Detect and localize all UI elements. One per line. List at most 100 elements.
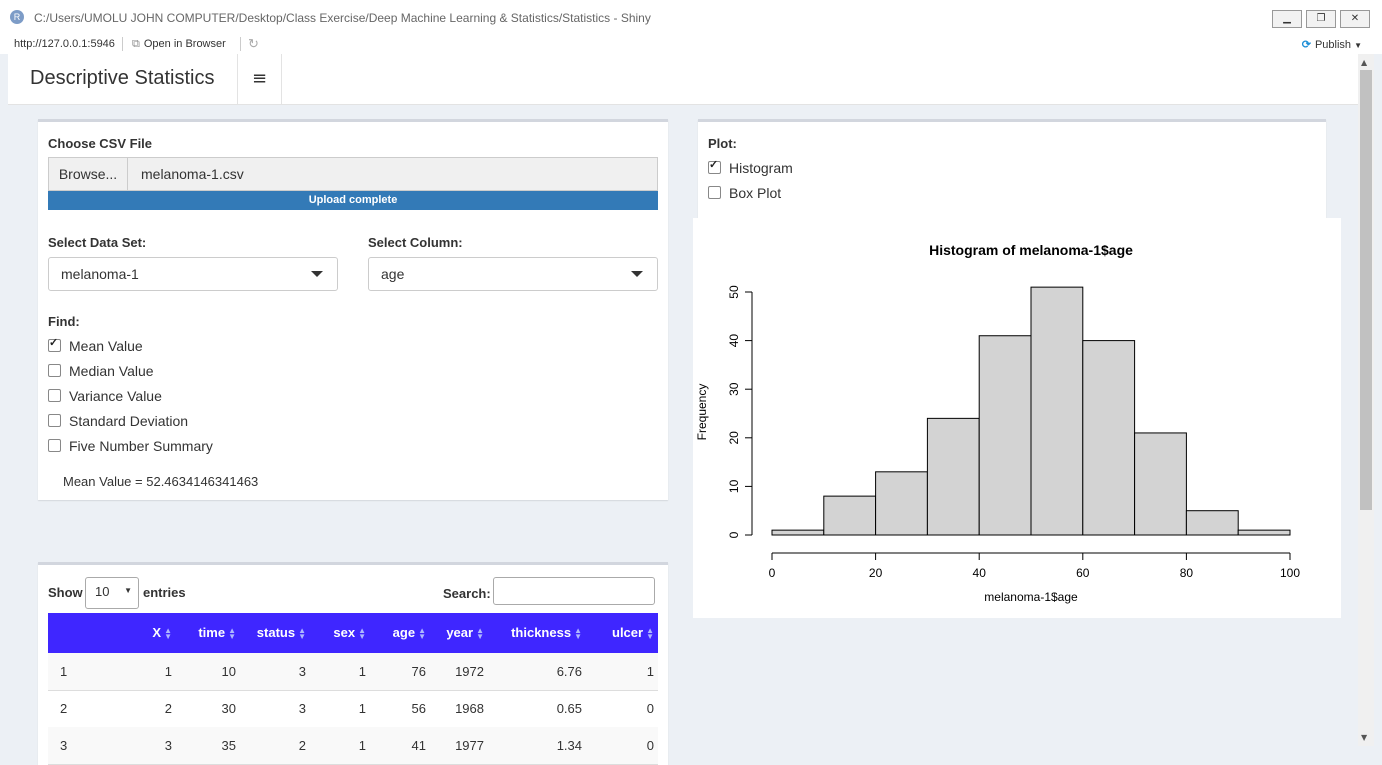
column-header-ulcer[interactable]: ulcer ▲ ▼ xyxy=(612,613,654,655)
page-scrollbar[interactable]: ▲ ▼ xyxy=(1358,54,1374,746)
checkbox-mean-value[interactable]: Mean Value xyxy=(48,336,143,358)
checkbox-label: Median Value xyxy=(69,363,154,379)
histogram-svg: Histogram of melanoma-1$age 0 20 40 60 80 100 0… xyxy=(695,242,1300,604)
scroll-down-icon[interactable]: ▼ xyxy=(1361,733,1368,742)
checkbox-unchecked-icon[interactable] xyxy=(48,389,61,402)
column-select[interactable]: age xyxy=(368,257,658,291)
search-input[interactable] xyxy=(493,577,655,605)
entries-select[interactable]: 10 ▼ xyxy=(85,577,139,609)
scroll-up-icon[interactable]: ▲ xyxy=(1361,58,1368,67)
table-cell: 1972 xyxy=(455,664,484,679)
scrollbar-thumb[interactable] xyxy=(1360,70,1372,510)
table-row[interactable]: 2 2 30 3 1 56 1968 0.65 0 xyxy=(48,690,658,728)
sidebar-toggle-button[interactable]: ≡ xyxy=(237,54,282,104)
y-axis-label: Frequency xyxy=(695,384,709,441)
refresh-icon[interactable]: ↻ xyxy=(248,36,259,51)
table-cell: 1 xyxy=(358,701,366,716)
entries-label: entries xyxy=(143,585,186,600)
column-header-year[interactable]: year ▲ ▼ xyxy=(446,613,484,655)
checkbox-unchecked-icon[interactable] xyxy=(48,414,61,427)
sort-icon[interactable]: ▲ ▼ xyxy=(646,626,654,642)
checkbox-five-number-summary[interactable]: Five Number Summary xyxy=(48,438,213,458)
table-cell: 0 xyxy=(646,738,654,753)
url-text: http://127.0.0.1:5946 xyxy=(14,38,115,50)
input-panel: Choose CSV File Browse... melanoma-1.csv… xyxy=(38,119,668,500)
column-header-age[interactable]: age ▲ ▼ xyxy=(393,613,426,655)
x-tick-label: 100 xyxy=(1280,566,1300,580)
checkbox-unchecked-icon[interactable] xyxy=(48,364,61,377)
checkbox-unchecked-icon[interactable] xyxy=(48,439,61,452)
dataset-value: melanoma-1 xyxy=(61,266,139,282)
table-cell: 1 xyxy=(646,664,654,679)
dataset-label: Select Data Set: xyxy=(48,235,147,250)
column-label: Select Column: xyxy=(368,235,463,250)
table-cell: 3 xyxy=(164,738,172,753)
checkbox-box-plot[interactable]: Box Plot xyxy=(708,185,781,205)
table-cell: 0.65 xyxy=(556,701,582,716)
dataset-select[interactable]: melanoma-1 xyxy=(48,257,338,291)
table-row[interactable]: 1 1 10 3 1 76 1972 6.76 1 xyxy=(48,653,658,691)
column-header-sex[interactable]: sex ▲ ▼ xyxy=(333,613,366,655)
checkbox-label: Variance Value xyxy=(69,388,162,404)
table-cell: 1 xyxy=(358,664,366,679)
table-cell: 56 xyxy=(411,701,426,716)
checkbox-checked-icon[interactable] xyxy=(48,336,61,352)
entries-value: 10 xyxy=(95,584,110,599)
histogram-bar xyxy=(1082,340,1136,536)
file-input[interactable]: Browse... melanoma-1.csv xyxy=(48,157,658,191)
publish-button[interactable]: ⟳ Publish ▼ xyxy=(1302,38,1362,51)
restore-button[interactable]: ❐ xyxy=(1306,10,1336,28)
histogram-bar xyxy=(1134,432,1187,536)
x-tick-label: 0 xyxy=(769,566,776,580)
histogram-bar xyxy=(875,471,928,536)
column-header-thickness[interactable]: thickness ▲ ▼ xyxy=(511,613,582,655)
y-tick-label: 40 xyxy=(727,334,741,348)
table-cell: 1 xyxy=(60,664,68,679)
toolbar-separator xyxy=(240,37,241,51)
checkbox-checked-icon[interactable] xyxy=(708,158,721,174)
checkbox-median-value[interactable]: Median Value xyxy=(48,363,154,383)
histogram-bar xyxy=(1030,286,1084,536)
table-cell: 1 xyxy=(358,738,366,753)
table-header: X ▲ ▼ time ▲ ▼ status ▲ ▼ sex ▲ ▼ age ▲ ▼ year ▲ ▼ thickne… xyxy=(48,613,658,653)
x-tick-label: 40 xyxy=(973,566,987,580)
column-header-time[interactable]: time ▲ ▼ xyxy=(198,613,236,655)
table-cell: 3 xyxy=(298,701,306,716)
file-name: melanoma-1.csv xyxy=(141,166,244,182)
table-cell: 41 xyxy=(411,738,426,753)
histogram-bar xyxy=(771,529,825,536)
checkbox-unchecked-icon[interactable] xyxy=(708,186,721,199)
y-tick-label: 30 xyxy=(727,382,741,396)
window-titlebar: R C:/Users/UMOLU JOHN COMPUTER/Desktop/C… xyxy=(0,0,1382,37)
column-header-x[interactable]: X ▲ ▼ xyxy=(152,613,172,655)
viewer-toolbar: http://127.0.0.1:5946 ⧉ Open in Browser ↻… xyxy=(0,36,1382,54)
show-label: Show xyxy=(48,585,83,600)
checkbox-histogram[interactable]: Histogram xyxy=(708,158,793,180)
column-header-label: status xyxy=(256,625,296,640)
browse-button[interactable]: Browse... xyxy=(49,158,128,190)
x-tick-label: 20 xyxy=(869,566,883,580)
sort-icon[interactable]: ▲ ▼ xyxy=(164,626,172,642)
checkbox-variance-value[interactable]: Variance Value xyxy=(48,388,162,408)
close-button[interactable]: ✕ xyxy=(1340,10,1370,28)
column-header-status[interactable]: status ▲ ▼ xyxy=(257,613,306,655)
open-in-browser-button[interactable]: ⧉ Open in Browser xyxy=(132,38,226,51)
checkbox-standard-deviation[interactable]: Standard Deviation xyxy=(48,413,188,433)
x-tick-label: 60 xyxy=(1076,566,1090,580)
minimize-button[interactable]: ▁ xyxy=(1272,10,1302,28)
sort-icon[interactable]: ▲ ▼ xyxy=(358,626,366,642)
table-cell: 1.34 xyxy=(556,738,582,753)
sort-icon[interactable]: ▲ ▼ xyxy=(298,626,306,642)
table-cell: 3 xyxy=(298,664,306,679)
table-row[interactable]: 3 3 35 2 1 41 1977 1.34 0 xyxy=(48,727,658,765)
x-tick-label: 80 xyxy=(1180,566,1194,580)
sort-icon[interactable]: ▲ ▼ xyxy=(476,626,484,642)
sort-icon[interactable]: ▲ ▼ xyxy=(574,626,582,642)
sort-icon[interactable]: ▲ ▼ xyxy=(228,626,236,642)
column-header-label: sex xyxy=(333,625,356,640)
table-cell: 30 xyxy=(221,701,236,716)
sort-icon[interactable]: ▲ ▼ xyxy=(418,626,426,642)
find-label: Find: xyxy=(48,314,80,329)
table-cell: 76 xyxy=(411,664,426,679)
window-title: C:/Users/UMOLU JOHN COMPUTER/Desktop/Cla… xyxy=(34,11,651,25)
